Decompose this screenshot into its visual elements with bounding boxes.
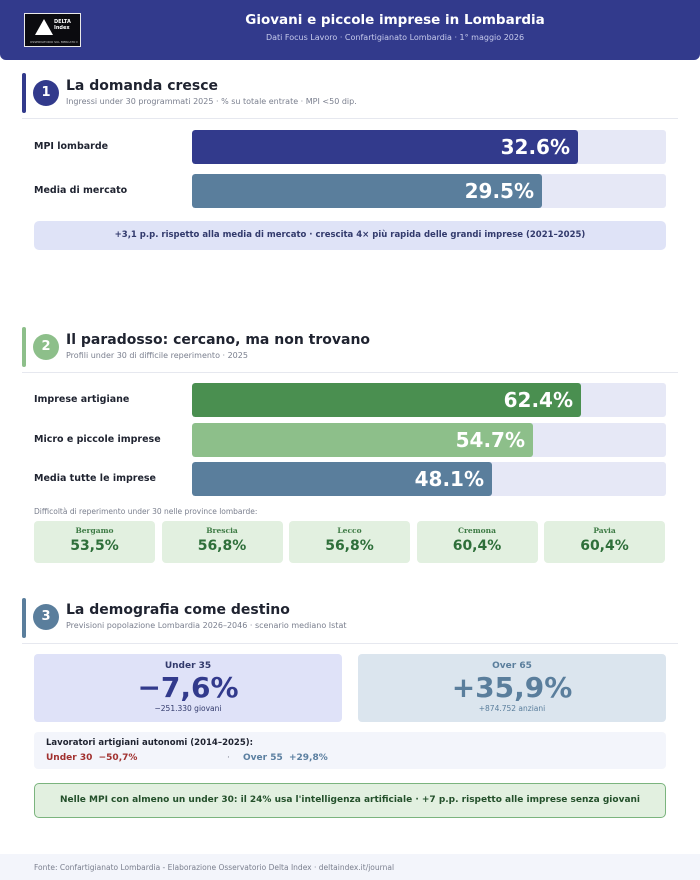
bar-label: Micro e piccole imprese bbox=[34, 434, 161, 445]
header-banner: DELTA Index OSSERVATORIO SUL MERCATO DEL… bbox=[0, 0, 700, 60]
bar-value-label: 62.4% bbox=[503, 388, 573, 412]
bar: 54.7% bbox=[192, 423, 533, 457]
province-card-cremona: Cremona 60,4% bbox=[416, 521, 538, 563]
province-card-brescia: Brescia 56,8% bbox=[161, 521, 283, 563]
provinces-title: Difficoltà di reperimento under 30 nelle… bbox=[34, 507, 258, 516]
province-name: Bergamo bbox=[75, 526, 114, 535]
bar-value-label: 54.7% bbox=[455, 428, 525, 452]
artisans-title: Lavoratori artigiani autonomi (2014–2025… bbox=[46, 738, 254, 748]
artisans-under30: Under 30 −50,7% bbox=[46, 753, 138, 763]
ai-note: Nelle MPI con almeno un under 30: il 24%… bbox=[34, 783, 666, 818]
logo-name: DELTA Index bbox=[54, 19, 71, 31]
province-value: 56,8% bbox=[325, 538, 374, 554]
footer-source: Fonte: Confartigianato Lombardia - Elabo… bbox=[34, 863, 395, 872]
bar-label: Imprese artigiane bbox=[34, 394, 130, 405]
section2-title: Il paradosso: cercano, ma non trovano bbox=[66, 332, 371, 348]
delta-index-logo[interactable]: DELTA Index OSSERVATORIO SUL MERCATO DEL… bbox=[24, 13, 81, 47]
section1-divider bbox=[22, 118, 678, 119]
bar: 62.4% bbox=[192, 383, 581, 417]
bar-value-label: 32.6% bbox=[500, 135, 570, 159]
section1-subtitle: Ingressi under 30 programmati 2025 · % s… bbox=[66, 97, 357, 106]
bar-track: 32.6% bbox=[192, 130, 666, 164]
bar-value-label: 48.1% bbox=[414, 467, 484, 491]
under35-label: Under 35 bbox=[164, 661, 212, 671]
over65-label: Over 65 bbox=[492, 661, 532, 671]
bar-label: Media tutte le imprese bbox=[34, 473, 156, 484]
province-value: 56,8% bbox=[197, 538, 247, 554]
section1-number: 1 bbox=[33, 80, 59, 106]
over65-value: +35,9% bbox=[451, 671, 573, 704]
bar-label: Media di mercato bbox=[34, 185, 128, 196]
section3-divider bbox=[22, 643, 678, 644]
under35-value: −7,6% bbox=[137, 671, 239, 704]
footer: Fonte: Confartigianato Lombardia - Elabo… bbox=[0, 854, 700, 880]
section2-subtitle: Profili under 30 di difficile reperiment… bbox=[66, 351, 248, 360]
province-card-lecco: Lecco 56,8% bbox=[289, 521, 410, 563]
section3-number: 3 bbox=[33, 604, 59, 630]
bar-track: 54.7% bbox=[192, 423, 666, 457]
artisans-separator: · bbox=[227, 753, 230, 763]
section2-number: 2 bbox=[33, 334, 59, 360]
over65-sub: +874.752 anziani bbox=[478, 704, 546, 713]
section3-title: La demografia come destino bbox=[66, 602, 290, 618]
province-value: 60,4% bbox=[452, 538, 502, 554]
bar-label: MPI lombarde bbox=[34, 141, 109, 152]
province-value: 53,5% bbox=[70, 538, 119, 554]
bar-track: 48.1% bbox=[192, 462, 666, 496]
bar: 48.1% bbox=[192, 462, 492, 496]
section2-accent-bar bbox=[22, 327, 26, 367]
province-value: 60,4% bbox=[580, 538, 629, 554]
section2-divider bbox=[22, 372, 678, 373]
province-name: Lecco bbox=[337, 526, 362, 535]
artisans-box: Lavoratori artigiani autonomi (2014–2025… bbox=[34, 732, 666, 769]
section1-note: +3,1 p.p. rispetto alla media di mercato… bbox=[34, 221, 666, 250]
over65-card: Over 65 +35,9% +874.752 anziani bbox=[358, 654, 666, 722]
page-subtitle: Dati Focus Lavoro · Confartigianato Lomb… bbox=[265, 33, 525, 42]
bar-value-label: 29.5% bbox=[464, 179, 534, 203]
section1-accent-bar bbox=[22, 73, 26, 113]
logo-tagline: OSSERVATORIO SUL MERCATO DEL LAVORO bbox=[30, 40, 78, 44]
bar: 29.5% bbox=[192, 174, 542, 208]
province-name: Cremona bbox=[458, 526, 496, 535]
province-name: Brescia bbox=[206, 526, 238, 535]
bar-track: 62.4% bbox=[192, 383, 666, 417]
under35-sub: −251.330 giovani bbox=[154, 704, 222, 713]
section1-title: La domanda cresce bbox=[66, 78, 219, 94]
bar: 32.6% bbox=[192, 130, 578, 164]
page-title: Giovani e piccole imprese in Lombardia bbox=[245, 12, 545, 28]
bar-track: 29.5% bbox=[192, 174, 666, 208]
section3-subtitle: Previsioni popolazione Lombardia 2026–20… bbox=[66, 621, 347, 630]
under35-card: Under 35 −7,6% −251.330 giovani bbox=[34, 654, 342, 722]
province-card-bergamo: Bergamo 53,5% bbox=[34, 521, 155, 563]
artisans-over55: Over 55 +29,8% bbox=[243, 753, 328, 763]
section3-accent-bar bbox=[22, 598, 26, 638]
logo-triangle-icon bbox=[35, 19, 53, 35]
province-card-pavia: Pavia 60,4% bbox=[544, 521, 665, 563]
province-name: Pavia bbox=[593, 526, 616, 535]
